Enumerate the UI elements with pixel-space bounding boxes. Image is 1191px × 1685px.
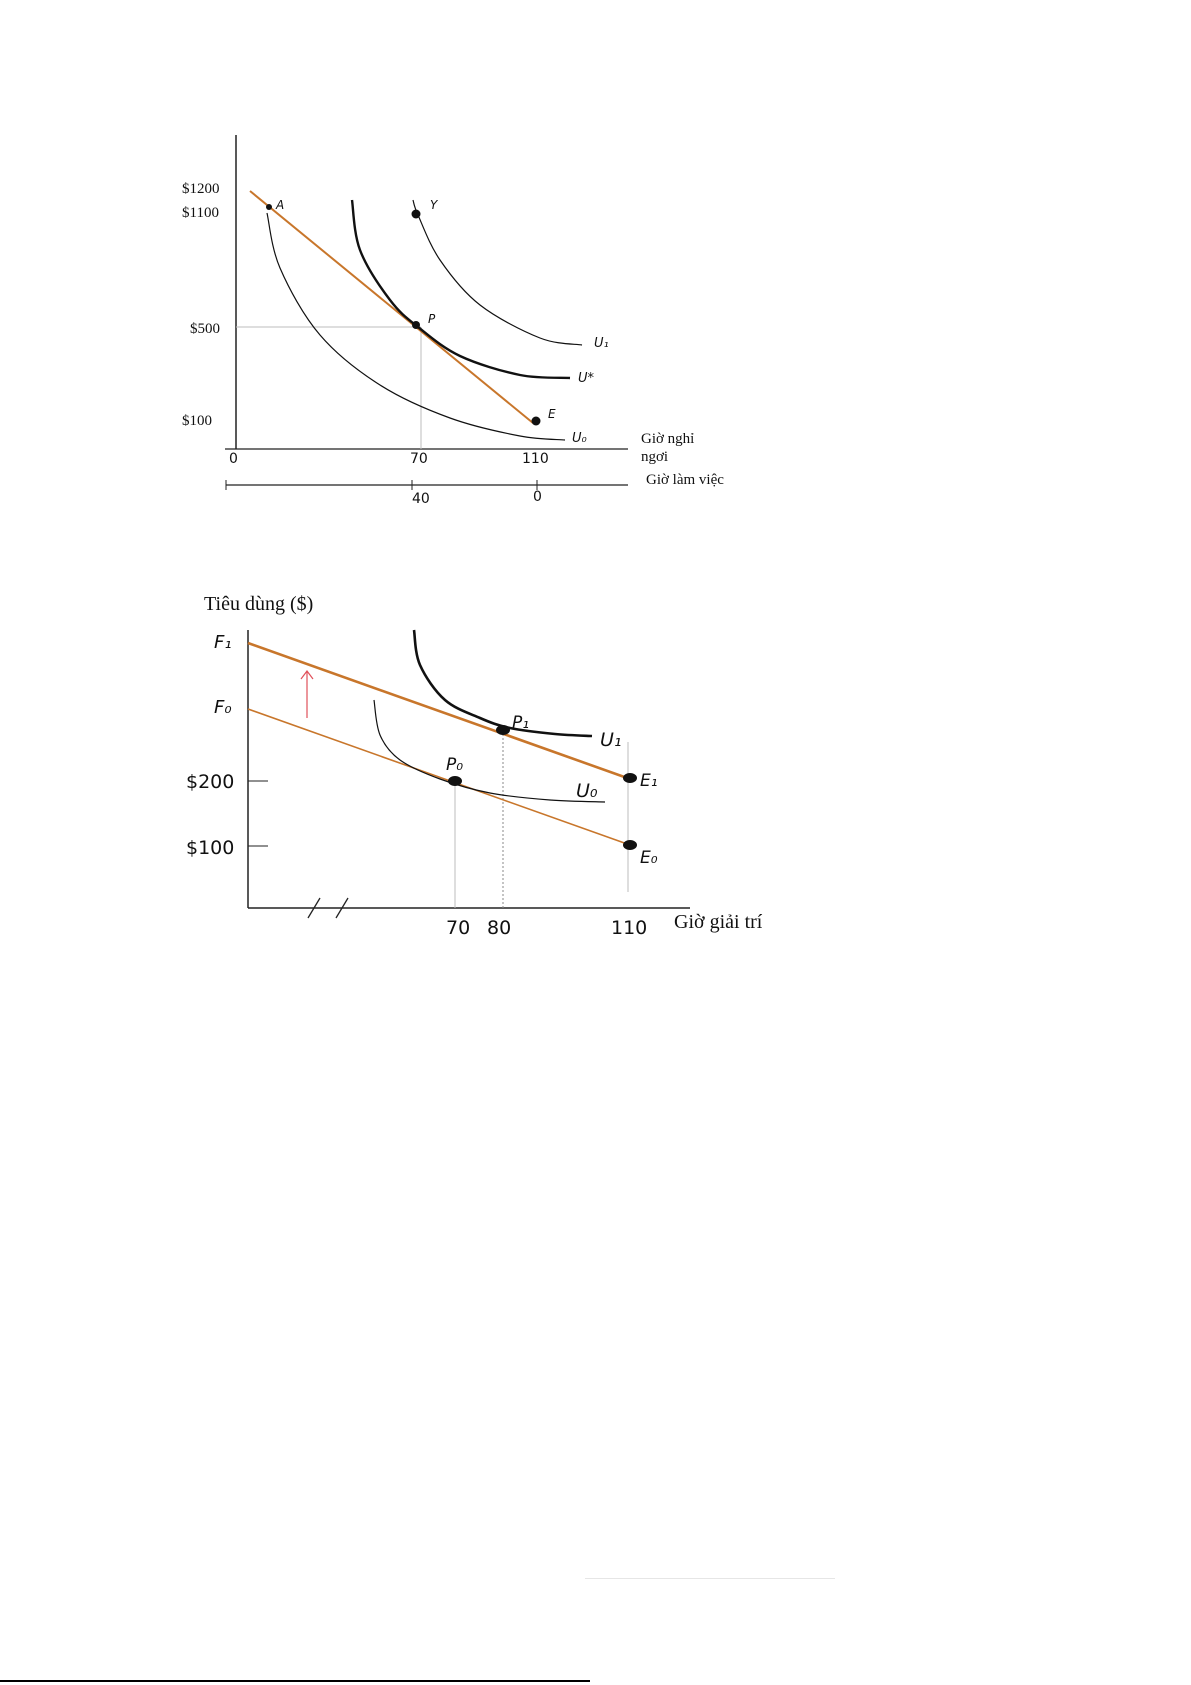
y-tick-label: F₀ <box>214 697 232 718</box>
budget-line-lower <box>247 708 631 846</box>
curve-label: U₀ <box>576 780 598 802</box>
indifference-curve <box>350 199 571 380</box>
point-marker <box>496 725 510 735</box>
x2-tick-label: 40 <box>412 491 430 507</box>
x-tick-label: 110 <box>522 451 549 467</box>
x2-axis-label: Giờ làm việc <box>646 472 724 488</box>
x-tick-label: 80 <box>487 917 511 939</box>
y-tick-label: $1100 <box>182 205 219 221</box>
y-tick-label: $1200 <box>182 181 220 197</box>
point-label: E₁ <box>640 771 658 791</box>
x-tick-label: 110 <box>611 917 647 939</box>
point-marker <box>623 773 637 783</box>
y-tick-label: $100 <box>182 413 212 429</box>
y-tick-label: F₁ <box>214 632 232 653</box>
point-marker <box>623 840 637 850</box>
point-e <box>531 416 541 426</box>
point-marker <box>448 776 462 786</box>
point-label: P₁ <box>512 713 529 733</box>
budget-line <box>249 190 534 424</box>
x-axis-label: Giờ nghỉ <box>641 431 694 447</box>
budget-line-upper <box>247 641 631 781</box>
y-axis-label: Tiêu dùng ($) <box>204 593 313 615</box>
indifference-curve <box>266 212 566 441</box>
curve-label: U₁ <box>600 729 622 751</box>
x2-tick-label: 0 <box>533 489 542 505</box>
curve-label: U* <box>578 371 595 386</box>
x-axis-label: ngơi <box>641 449 668 465</box>
point-label: Y <box>430 198 439 212</box>
y-tick-label: $200 <box>186 771 234 793</box>
chart-consumption-leisure: U₁ U₀ P₁ P₀ E₁ E₀ F₁ F₀ $200 $100 70 80 110 Tiêu dùng… <box>186 593 763 939</box>
point-label: E <box>548 407 556 421</box>
footer-faint-rule <box>585 1578 835 1579</box>
curve-label: U₀ <box>572 431 588 446</box>
point-a <box>266 204 272 210</box>
shift-arrow-head <box>300 670 314 680</box>
point-label: A <box>275 198 284 212</box>
point-y <box>411 209 421 219</box>
x-tick-label: 70 <box>446 917 470 939</box>
point-label: E₀ <box>640 848 658 868</box>
indifference-curve <box>412 629 593 738</box>
point-label: P₀ <box>446 755 463 775</box>
chart-leisure-income: $1200 $1100 $500 $100 0 70 110 40 0 Giờ nghỉ ngơi G… <box>182 135 724 507</box>
y-tick-label: $100 <box>186 837 234 859</box>
axis-break <box>335 897 349 919</box>
x-tick-label: 0 <box>229 451 238 467</box>
axis-break <box>307 897 321 919</box>
x-tick-label: 70 <box>410 451 428 467</box>
x-axis-label: Giờ giải trí <box>674 911 763 933</box>
point-label: P <box>428 312 436 326</box>
footer-rule <box>0 1680 590 1682</box>
indifference-curve <box>373 699 606 803</box>
curve-label: U₁ <box>594 336 609 351</box>
y-tick-label: $500 <box>190 321 220 337</box>
point-p <box>412 321 420 329</box>
indifference-curve <box>412 199 583 346</box>
